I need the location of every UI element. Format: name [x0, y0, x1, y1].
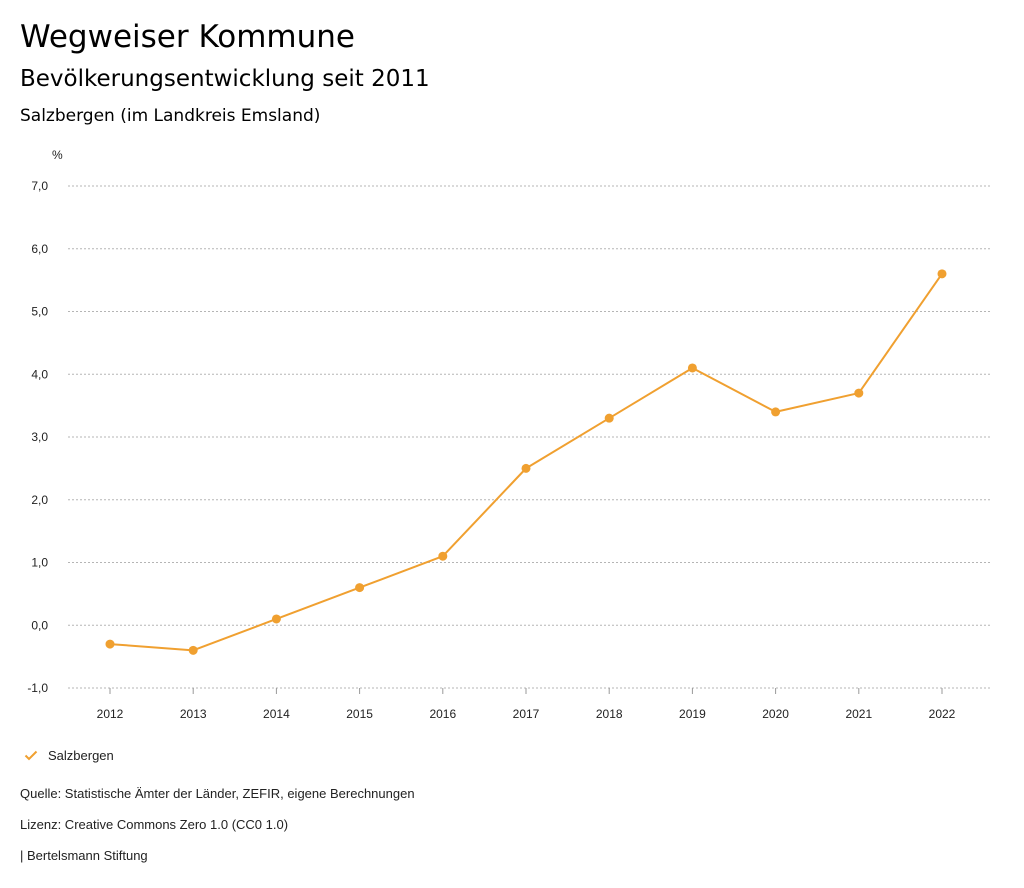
publisher-note: | Bertelsmann Stiftung	[20, 848, 148, 863]
data-point	[105, 639, 115, 649]
region-label: Salzbergen (im Landkreis Emsland)	[20, 106, 321, 126]
y-tick-label: 5,0	[31, 305, 48, 319]
y-tick-label: 7,0	[31, 179, 48, 193]
y-tick-label: -1,0	[27, 681, 48, 695]
y-tick-label: 6,0	[31, 242, 48, 256]
license-note: Lizenz: Creative Commons Zero 1.0 (CC0 1…	[20, 817, 289, 832]
data-point	[854, 388, 864, 398]
x-tick-label: 2018	[596, 707, 623, 721]
x-tick-label: 2019	[679, 707, 706, 721]
x-tick-label: 2016	[429, 707, 456, 721]
grid-lines	[68, 185, 990, 689]
y-tick-label: 2,0	[31, 493, 48, 507]
data-point	[188, 645, 198, 655]
x-tick-label: 2022	[929, 707, 956, 721]
check-icon	[20, 750, 42, 761]
series-line	[109, 273, 943, 652]
page-title: Wegweiser Kommune	[20, 19, 355, 55]
data-point	[271, 614, 281, 624]
data-point	[687, 363, 697, 373]
x-tick-label: 2013	[180, 707, 207, 721]
x-tick-label: 2015	[346, 707, 373, 721]
x-tick-label: 2021	[845, 707, 872, 721]
chart-subtitle: Bevölkerungsentwicklung seit 2011	[20, 66, 430, 92]
data-point	[604, 413, 614, 423]
data-point	[937, 269, 947, 279]
y-tick-label: 3,0	[31, 430, 48, 444]
line-chart: % -1,0 0,0 1,0 2,0 3,0 4,0 5,0 6,0 7,0 2012 2013 201…	[27, 148, 990, 721]
x-tick-label: 2012	[97, 707, 124, 721]
x-tick-label: 2020	[762, 707, 789, 721]
chart-legend[interactable]: Salzbergen	[20, 744, 114, 766]
axes: % -1,0 0,0 1,0 2,0 3,0 4,0 5,0 6,0 7,0 2012 2013 201…	[27, 148, 955, 721]
x-tick-label: 2017	[513, 707, 540, 721]
series-layer	[105, 269, 947, 655]
source-note: Quelle: Statistische Ämter der Länder, Z…	[20, 786, 415, 801]
legend-label: Salzbergen	[48, 747, 114, 763]
data-point	[771, 407, 781, 417]
y-tick-label: 0,0	[31, 618, 48, 632]
x-tick-label: 2014	[263, 707, 290, 721]
data-point	[355, 583, 365, 593]
data-point	[438, 551, 448, 561]
y-axis-unit-label: %	[52, 148, 63, 162]
y-tick-label: 4,0	[31, 367, 48, 381]
y-tick-label: 1,0	[31, 556, 48, 570]
data-point	[521, 463, 531, 473]
